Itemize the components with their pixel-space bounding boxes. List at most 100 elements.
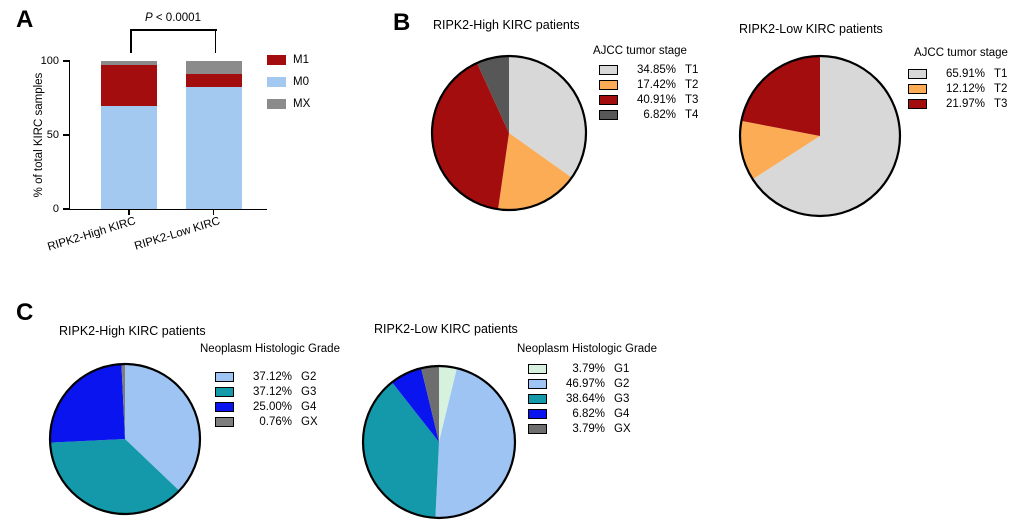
legend-percentage: 25.00% xyxy=(252,400,292,413)
bracket-right xyxy=(214,29,217,53)
legend-percentage: 65.91% xyxy=(945,67,985,80)
legend-row-t1: 65.91% T1 xyxy=(908,66,1008,81)
legend-category: T3 xyxy=(685,93,699,106)
pie-slice-gx xyxy=(421,365,440,442)
legend-row-gx: 3.79% GX xyxy=(528,421,657,436)
legend-row-t2: 12.12% T2 xyxy=(908,81,1008,96)
pie-outline xyxy=(430,54,588,212)
legend-row-t3: 40.91% T3 xyxy=(599,92,698,107)
legend-percentage: 37.12% xyxy=(252,370,292,383)
legend-row-t3: 21.97% T3 xyxy=(908,96,1008,111)
pie-svg xyxy=(361,364,517,520)
legend-percentage: 37.12% xyxy=(252,385,292,398)
legend-percentage: 3.79% xyxy=(572,362,605,375)
pvalue-annotation: P < 0.0001 xyxy=(128,12,218,24)
legend-swatch xyxy=(215,386,234,397)
legend-row-gx: 0.76% GX xyxy=(215,414,340,429)
pie-c-low-title: RIPK2-Low KIRC patients xyxy=(374,322,518,336)
legend-row-g3: 38.64% G3 xyxy=(528,391,657,406)
pie-slice-t1 xyxy=(752,56,901,216)
bar-legend-label: MX xyxy=(293,98,311,110)
pie-slice-g4 xyxy=(50,364,125,443)
pvalue-symbol: P xyxy=(145,12,153,24)
legend-b-low: AJCC tumor stage 65.91% T1 12.12% T2 21.97% T… xyxy=(908,47,1008,111)
bar-legend-row-mx: MX xyxy=(267,98,310,110)
legend-category: G4 xyxy=(614,407,630,420)
legend-row-g2: 37.12% G2 xyxy=(215,369,340,384)
legend-b-low-title: AJCC tumor stage xyxy=(914,47,1008,59)
y-tick xyxy=(63,208,69,210)
legend-row-t1: 34.85% T1 xyxy=(599,62,698,77)
bar-legend-label: M0 xyxy=(293,76,309,88)
pie-slice-gx xyxy=(121,364,125,439)
legend-percentage: 0.76% xyxy=(259,415,292,428)
legend-swatch xyxy=(908,68,927,79)
bar-legend-swatch xyxy=(267,55,286,65)
legend-swatch xyxy=(599,109,618,120)
pie-slice-t3 xyxy=(741,56,820,136)
x-axis xyxy=(68,208,267,211)
legend-percentage: 38.64% xyxy=(565,392,605,405)
pie-slice-t1 xyxy=(509,56,587,178)
legend-percentage: 46.97% xyxy=(565,377,605,390)
legend-category: T1 xyxy=(994,67,1008,80)
legend-row-t4: 6.82% T4 xyxy=(599,107,698,122)
bracket-left xyxy=(130,29,132,53)
legend-swatch xyxy=(528,393,547,404)
pie-slice-t2 xyxy=(498,133,572,211)
legend-category: GX xyxy=(614,422,631,435)
legend-percentage: 6.82% xyxy=(643,108,676,121)
legend-percentage: 40.91% xyxy=(636,93,676,106)
bar-segment-m0-1 xyxy=(185,86,242,209)
legend-c-high: Neoplasm Histologic Grade 37.12% G2 37.12%… xyxy=(200,343,340,429)
legend-category: T4 xyxy=(685,108,699,121)
x-tick xyxy=(128,209,130,215)
legend-c-low: Neoplasm Histologic Grade 3.79% G1 46.97% G… xyxy=(517,343,657,436)
legend-category: T1 xyxy=(685,63,699,76)
legend-swatch xyxy=(215,416,234,427)
pvalue-text: < 0.0001 xyxy=(152,12,201,24)
legend-category: G3 xyxy=(301,385,317,398)
pie-outline xyxy=(738,54,902,218)
y-tick-label: 100 xyxy=(40,54,59,67)
legend-b-high-title: AJCC tumor stage xyxy=(593,45,687,57)
legend-category: T2 xyxy=(685,78,699,91)
legend-row-g4: 6.82% G4 xyxy=(528,406,657,421)
legend-category: T2 xyxy=(994,82,1008,95)
y-axis xyxy=(68,60,71,210)
legend-b-high: AJCC tumor stage 34.85% T1 17.42% T2 40.91% T… xyxy=(593,45,698,122)
legend-swatch xyxy=(528,423,547,434)
legend-percentage: 6.82% xyxy=(572,407,605,420)
legend-row-g1: 3.79% G1 xyxy=(528,361,657,376)
pie-slice-g2 xyxy=(125,364,200,491)
pie-slice-t2 xyxy=(740,120,820,180)
pie-slice-g3 xyxy=(362,382,439,518)
legend-swatch xyxy=(215,401,234,412)
x-category-label: RIPK2-High KIRC xyxy=(45,215,137,254)
stacked-bar-chart: P < 0.0001 % of total KIRC samples 0 50 10… xyxy=(0,0,340,280)
pie-b-low-title: RIPK2-Low KIRC patients xyxy=(739,22,883,36)
legend-row-g3: 37.12% G3 xyxy=(215,384,340,399)
pie-slice-g1 xyxy=(439,366,457,442)
panel-a-letter: A xyxy=(16,6,34,33)
legend-category: T3 xyxy=(994,97,1008,110)
legend-category: G2 xyxy=(614,377,630,390)
pie-outline xyxy=(48,362,202,516)
x-tick xyxy=(212,209,215,215)
legend-category: G3 xyxy=(614,392,630,405)
pie-outline xyxy=(361,364,517,520)
bar-legend-row-m0: M0 xyxy=(267,76,309,88)
bar-legend-swatch xyxy=(267,77,286,87)
legend-category: G2 xyxy=(301,370,317,383)
pie-slice-t3 xyxy=(431,62,509,210)
legend-percentage: 21.97% xyxy=(945,97,985,110)
panel-c-letter: C xyxy=(16,299,34,326)
y-tick-label: 50 xyxy=(46,128,59,141)
legend-row-g2: 46.97% G2 xyxy=(528,376,657,391)
pie-svg xyxy=(48,362,202,516)
y-tick xyxy=(63,60,69,62)
bar-segment-m1-1 xyxy=(185,74,242,87)
legend-swatch xyxy=(599,79,618,90)
legend-swatch xyxy=(528,363,547,374)
legend-swatch xyxy=(215,371,234,382)
